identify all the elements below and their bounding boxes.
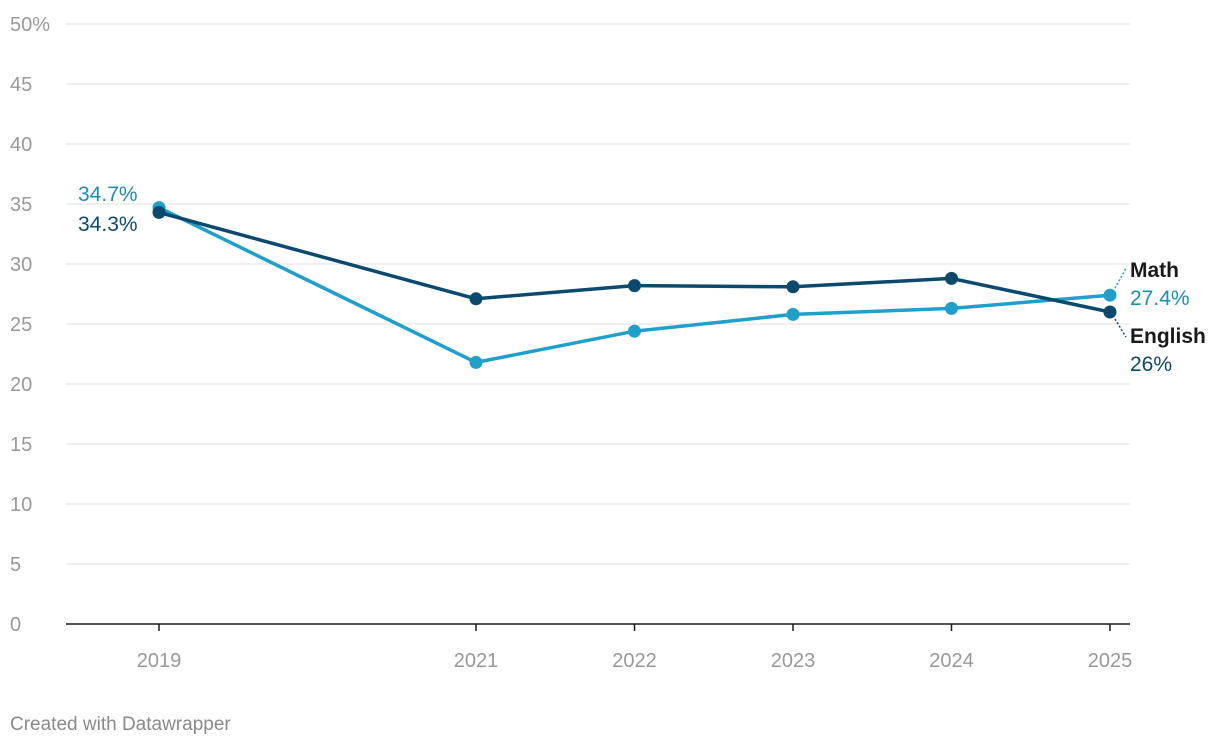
english-point <box>628 279 641 293</box>
english-end-label: 26% <box>1130 353 1172 376</box>
x-tick-label: 2025 <box>1088 650 1133 672</box>
y-tick-label: 5 <box>10 554 21 576</box>
math-connector <box>1114 267 1127 289</box>
english-point <box>786 280 800 294</box>
y-tick-label: 20 <box>10 374 32 396</box>
english-line <box>157 210 1112 314</box>
english-series-name: English <box>1130 325 1206 348</box>
english-point <box>469 292 483 306</box>
english-start-label: 34.3% <box>78 213 138 236</box>
math-line <box>157 205 1112 365</box>
math-end-label: 27.4% <box>1130 287 1190 310</box>
math-point <box>786 307 800 321</box>
math-start-label: 34.7% <box>78 183 138 206</box>
y-tick-label: 50% <box>10 14 50 36</box>
math-point <box>945 301 958 315</box>
credit-text: Created with Datawrapper <box>10 714 231 735</box>
y-tick-label: 10 <box>10 494 32 516</box>
x-tick-label: 2024 <box>929 650 974 672</box>
x-tick-label: 2021 <box>454 650 499 672</box>
english-point <box>945 271 958 285</box>
math-point <box>1103 288 1117 302</box>
x-tick-label: 2023 <box>771 650 816 672</box>
english-connector <box>1114 318 1127 338</box>
y-tick-label: 40 <box>10 134 32 156</box>
y-tick-label: 30 <box>10 254 32 276</box>
y-tick-label: 15 <box>10 434 32 456</box>
english-point <box>152 205 166 219</box>
math-point <box>628 324 641 338</box>
x-tick-label: 2022 <box>612 650 657 672</box>
y-tick-label: 0 <box>10 614 21 636</box>
y-tick-label: 25 <box>10 314 32 336</box>
math-series-name: Math <box>1130 259 1179 282</box>
math-point <box>469 355 483 369</box>
english-point <box>1103 305 1117 319</box>
x-tick-label: 2019 <box>137 650 182 672</box>
y-tick-label: 45 <box>10 74 32 96</box>
y-tick-label: 35 <box>10 194 32 216</box>
